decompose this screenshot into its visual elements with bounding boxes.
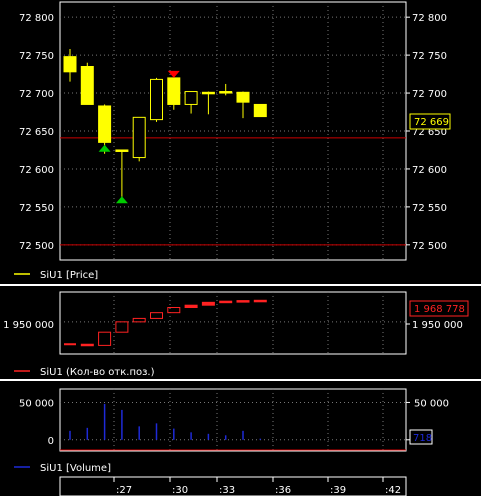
- candle-body: [150, 78, 163, 121]
- time-axis-frame: [59, 476, 407, 496]
- candle-body: [132, 116, 146, 159]
- candle-body: [80, 66, 94, 105]
- price-horizontal-levels: [60, 137, 406, 246]
- volume-panel: 50 000 0 50 000 0 718 SiU1 [Volume] :27 :30…: [0, 379, 481, 496]
- buy-marker-icon: [98, 144, 111, 152]
- price-legend: SiU1 [Price]: [40, 270, 98, 281]
- volume-legend: SiU1 [Volume]: [40, 463, 111, 474]
- oi-bar: [98, 331, 112, 346]
- price-right-tick-label: 72 500: [412, 241, 447, 252]
- oi-badge: 1 968 778: [414, 304, 465, 315]
- price-left-tick-label: 72 800: [19, 13, 54, 24]
- price-left-tick-label: 72 700: [19, 89, 54, 100]
- price-left-tick-label: 72 500: [19, 241, 54, 252]
- oi-bar: [201, 301, 215, 306]
- time-tick-label: :33: [219, 485, 235, 496]
- last-price-badge-frame: [409, 113, 451, 130]
- volume-bars: [69, 403, 262, 440]
- volume-left-tick-label: 50 000: [19, 398, 54, 409]
- oi-bar: [80, 343, 94, 347]
- time-tick-label: :36: [275, 485, 291, 496]
- oi-gridlines: [60, 292, 406, 354]
- volume-left-axis: 50 000 0: [19, 398, 54, 446]
- price-left-tick-label: 72 650: [19, 127, 54, 138]
- buy-marker-icon: [115, 196, 128, 204]
- time-tick-label: :27: [116, 485, 132, 496]
- price-right-axis: 72 800 72 750 72 700 72 650 72 600 72 550 72 5…: [406, 13, 447, 252]
- price-right-tick-label: 72 700: [412, 89, 447, 100]
- candle-body: [201, 91, 215, 95]
- oi-bar: [184, 304, 198, 308]
- oi-badge-frame: [409, 300, 469, 317]
- price-right-tick-label: 72 750: [412, 51, 447, 62]
- price-panel: 72 800 72 750 72 700 72 650 72 600 72 550 72 5…: [0, 0, 481, 284]
- trade-markers: [98, 70, 180, 204]
- oi-separator: [0, 284, 481, 286]
- candle-body: [184, 91, 198, 105]
- oi-bar: [219, 300, 233, 304]
- candle-body: [115, 149, 129, 152]
- open-interest-chart[interactable]: 1 950 000 1 950 000 1 968 778 SiU1 (Кол-…: [0, 284, 481, 379]
- volume-left-tick-label: 0: [48, 436, 54, 447]
- volume-separator: [0, 379, 481, 381]
- price-left-tick-label: 72 750: [19, 51, 54, 62]
- candle-body: [98, 105, 112, 143]
- candle-body: [236, 91, 250, 103]
- oi-bar: [167, 307, 181, 314]
- oi-legend: SiU1 (Кол-во отк.поз.): [40, 367, 155, 378]
- candle-body: [63, 56, 77, 73]
- price-candles: [63, 49, 267, 200]
- volume-gridlines: [60, 389, 406, 451]
- oi-bar: [115, 321, 129, 333]
- time-tick-label: :39: [330, 485, 346, 496]
- price-left-tick-label: 72 600: [19, 165, 54, 176]
- oi-left-tick: 1 950 000: [3, 320, 54, 331]
- oi-bar: [64, 343, 76, 346]
- candle-body: [219, 91, 233, 94]
- price-gridlines: [60, 2, 406, 260]
- volume-badge: 718: [413, 433, 432, 444]
- volume-chart[interactable]: 50 000 0 50 000 0 718 SiU1 [Volume] :27 :30…: [0, 379, 481, 496]
- time-axis: :27 :30 :33 :36 :39 :42: [113, 477, 401, 496]
- candle-body: [253, 103, 267, 118]
- last-price-badge: 72 669: [414, 117, 449, 128]
- oi-bar: [253, 299, 267, 303]
- time-tick-label: :42: [385, 485, 401, 496]
- open-interest-panel: 1 950 000 1 950 000 1 968 778 SiU1 (Кол-…: [0, 284, 481, 379]
- price-right-tick-label: 72 600: [412, 165, 447, 176]
- time-tick-label: :30: [172, 485, 188, 496]
- price-right-tick-label: 72 650: [412, 127, 447, 138]
- price-chart[interactable]: 72 800 72 750 72 700 72 650 72 600 72 550 72 5…: [0, 0, 481, 284]
- price-right-tick-label: 72 550: [412, 203, 447, 214]
- oi-bar: [150, 312, 163, 319]
- price-left-axis: 72 800 72 750 72 700 72 650 72 600 72 550 72 5…: [19, 13, 54, 252]
- oi-bar: [236, 300, 250, 303]
- candle-body: [167, 77, 181, 105]
- oi-plot-frame: [59, 291, 407, 355]
- volume-right-tick-label: 50 000: [414, 398, 449, 409]
- sell-marker-icon: [167, 70, 180, 78]
- volume-plot-frame: [59, 388, 407, 452]
- oi-bar: [132, 317, 146, 323]
- oi-right-tick: 1 950 000: [412, 320, 463, 331]
- price-left-tick-label: 72 550: [19, 203, 54, 214]
- price-right-tick-label: 72 800: [412, 13, 447, 24]
- oi-series: [64, 299, 267, 347]
- volume-badge-frame: [409, 429, 433, 445]
